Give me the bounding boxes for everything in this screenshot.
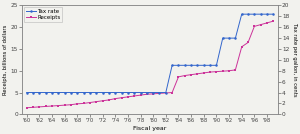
- Tax rate: [107, 92, 111, 93]
- Receipts: [246, 42, 250, 43]
- Tax rate: [221, 37, 224, 39]
- Receipts: [221, 70, 224, 72]
- Receipts: [183, 75, 187, 76]
- Tax rate: [63, 92, 66, 93]
- Y-axis label: Tax rate per gallon, in cents: Tax rate per gallon, in cents: [292, 23, 296, 97]
- Tax rate: [183, 64, 187, 66]
- Receipts: [101, 100, 104, 102]
- Tax rate: [152, 92, 155, 93]
- Receipts: [82, 103, 85, 104]
- Tax rate: [214, 64, 218, 66]
- Tax rate: [25, 92, 28, 93]
- Line: Tax rate: Tax rate: [26, 13, 275, 94]
- Tax rate: [189, 64, 193, 66]
- Tax rate: [246, 13, 250, 15]
- Receipts: [88, 102, 92, 103]
- Receipts: [259, 24, 262, 25]
- Tax rate: [227, 37, 231, 39]
- Tax rate: [202, 64, 206, 66]
- Tax rate: [56, 92, 60, 93]
- Receipts: [113, 98, 117, 99]
- Tax rate: [76, 92, 79, 93]
- Tax rate: [132, 92, 136, 93]
- Tax rate: [38, 92, 41, 93]
- Receipts: [265, 22, 269, 24]
- Tax rate: [177, 64, 180, 66]
- Receipts: [227, 70, 231, 72]
- Receipts: [38, 106, 41, 108]
- Receipts: [94, 101, 98, 103]
- Tax rate: [120, 92, 123, 93]
- Tax rate: [69, 92, 73, 93]
- Tax rate: [139, 92, 142, 93]
- Receipts: [234, 69, 237, 71]
- Receipts: [56, 105, 60, 106]
- Tax rate: [158, 92, 161, 93]
- Receipts: [253, 26, 256, 27]
- Receipts: [214, 71, 218, 72]
- Receipts: [145, 93, 148, 95]
- Receipts: [69, 104, 73, 105]
- Tax rate: [82, 92, 85, 93]
- Line: Receipts: Receipts: [26, 20, 275, 109]
- Tax rate: [208, 64, 212, 66]
- Receipts: [202, 72, 206, 74]
- Receipts: [170, 92, 174, 93]
- Tax rate: [88, 92, 92, 93]
- Y-axis label: Receipts, billions of dollars: Receipts, billions of dollars: [4, 25, 8, 95]
- Receipts: [31, 107, 35, 108]
- Receipts: [25, 107, 28, 109]
- Legend: Tax rate, Receipts: Tax rate, Receipts: [24, 7, 62, 22]
- Receipts: [177, 76, 180, 78]
- Tax rate: [31, 92, 35, 93]
- Tax rate: [272, 13, 275, 15]
- Receipts: [120, 97, 123, 98]
- Receipts: [208, 71, 212, 73]
- Receipts: [76, 103, 79, 105]
- Tax rate: [50, 92, 54, 93]
- Tax rate: [234, 37, 237, 39]
- X-axis label: Fiscal year: Fiscal year: [133, 126, 167, 131]
- Receipts: [272, 20, 275, 22]
- Receipts: [139, 94, 142, 96]
- Tax rate: [101, 92, 104, 93]
- Tax rate: [253, 13, 256, 15]
- Receipts: [152, 93, 155, 95]
- Tax rate: [44, 92, 47, 93]
- Tax rate: [240, 13, 244, 15]
- Tax rate: [196, 64, 199, 66]
- Receipts: [196, 73, 199, 75]
- Tax rate: [126, 92, 130, 93]
- Tax rate: [259, 13, 262, 15]
- Tax rate: [145, 92, 148, 93]
- Receipts: [63, 104, 66, 106]
- Tax rate: [164, 92, 168, 93]
- Tax rate: [94, 92, 98, 93]
- Tax rate: [170, 64, 174, 66]
- Receipts: [132, 95, 136, 97]
- Receipts: [240, 46, 244, 48]
- Receipts: [44, 106, 47, 107]
- Tax rate: [113, 92, 117, 93]
- Receipts: [107, 99, 111, 101]
- Tax rate: [265, 13, 269, 15]
- Receipts: [158, 93, 161, 94]
- Receipts: [50, 105, 54, 107]
- Receipts: [126, 96, 130, 98]
- Receipts: [189, 74, 193, 75]
- Receipts: [164, 92, 168, 94]
